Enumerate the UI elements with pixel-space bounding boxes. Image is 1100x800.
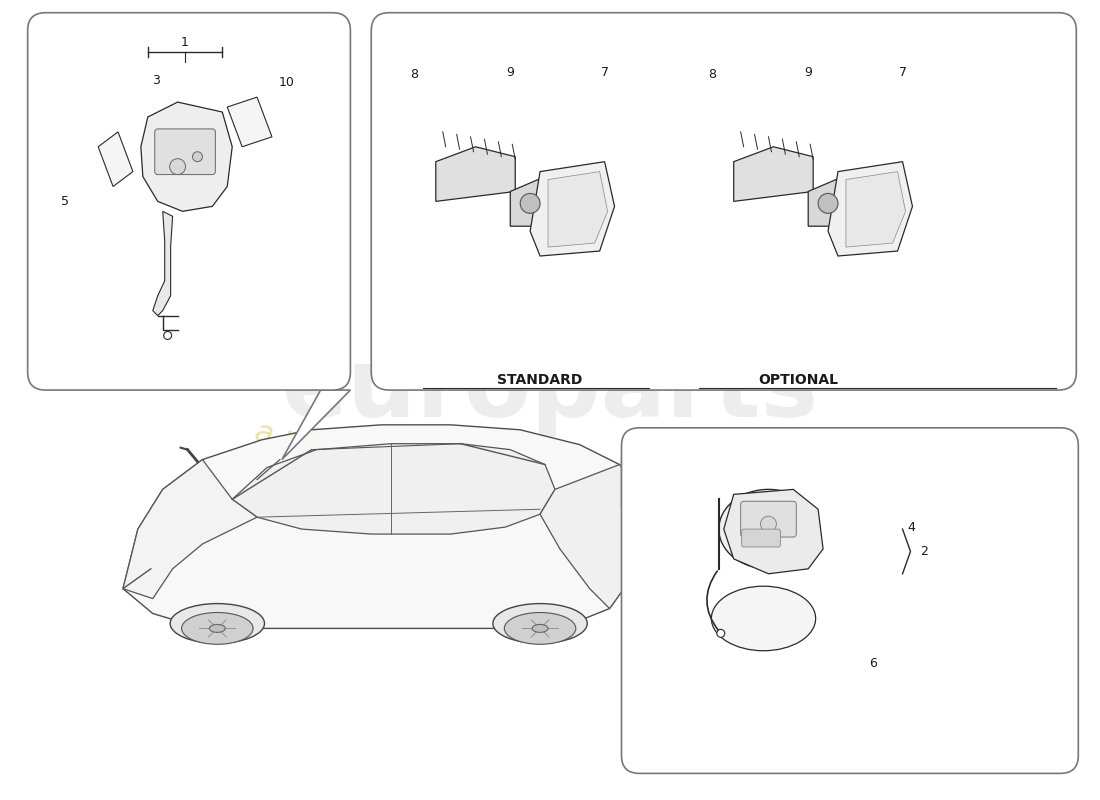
Polygon shape: [828, 162, 913, 256]
Ellipse shape: [532, 625, 548, 632]
Polygon shape: [808, 177, 858, 226]
Circle shape: [520, 194, 540, 214]
Polygon shape: [530, 162, 615, 256]
Ellipse shape: [493, 603, 587, 643]
Polygon shape: [724, 490, 823, 574]
Polygon shape: [621, 458, 629, 534]
Polygon shape: [98, 132, 133, 186]
Text: 2: 2: [921, 545, 928, 558]
Polygon shape: [436, 146, 515, 202]
Text: STANDARD: STANDARD: [497, 373, 583, 387]
Text: europarts: europarts: [282, 343, 818, 437]
Polygon shape: [540, 465, 645, 609]
Ellipse shape: [504, 613, 575, 644]
Text: a passion for parts since 1985: a passion for parts since 1985: [252, 418, 710, 542]
FancyBboxPatch shape: [28, 13, 351, 390]
Ellipse shape: [182, 613, 253, 644]
Text: 5: 5: [62, 195, 69, 208]
Text: 9: 9: [506, 66, 514, 78]
Polygon shape: [548, 171, 607, 247]
Ellipse shape: [712, 586, 815, 650]
Text: 8: 8: [410, 68, 418, 81]
Circle shape: [717, 630, 725, 638]
Text: 9: 9: [804, 66, 812, 78]
Text: 6: 6: [869, 657, 877, 670]
Ellipse shape: [718, 490, 818, 569]
FancyBboxPatch shape: [740, 502, 796, 537]
Text: 4: 4: [908, 521, 915, 534]
Text: OPTIONAL: OPTIONAL: [758, 373, 838, 387]
Polygon shape: [141, 102, 232, 211]
FancyBboxPatch shape: [155, 129, 216, 174]
Circle shape: [818, 194, 838, 214]
Circle shape: [192, 152, 202, 162]
Text: 1: 1: [180, 36, 188, 49]
FancyBboxPatch shape: [372, 13, 1076, 390]
Polygon shape: [734, 146, 813, 202]
Text: 8: 8: [708, 68, 716, 81]
Polygon shape: [282, 390, 351, 459]
Polygon shape: [510, 177, 560, 226]
Text: 10: 10: [279, 76, 295, 89]
Text: 7: 7: [899, 66, 906, 78]
Text: 3: 3: [152, 74, 160, 86]
Circle shape: [169, 158, 186, 174]
Polygon shape: [228, 97, 272, 146]
Ellipse shape: [209, 625, 226, 632]
Polygon shape: [232, 444, 556, 534]
Circle shape: [760, 516, 777, 532]
Circle shape: [164, 331, 172, 339]
Polygon shape: [123, 459, 257, 598]
Polygon shape: [123, 425, 645, 629]
Text: 7: 7: [601, 66, 608, 78]
FancyBboxPatch shape: [741, 529, 780, 547]
FancyBboxPatch shape: [621, 428, 1078, 774]
Polygon shape: [153, 211, 173, 315]
Ellipse shape: [170, 603, 264, 643]
Polygon shape: [846, 171, 905, 247]
